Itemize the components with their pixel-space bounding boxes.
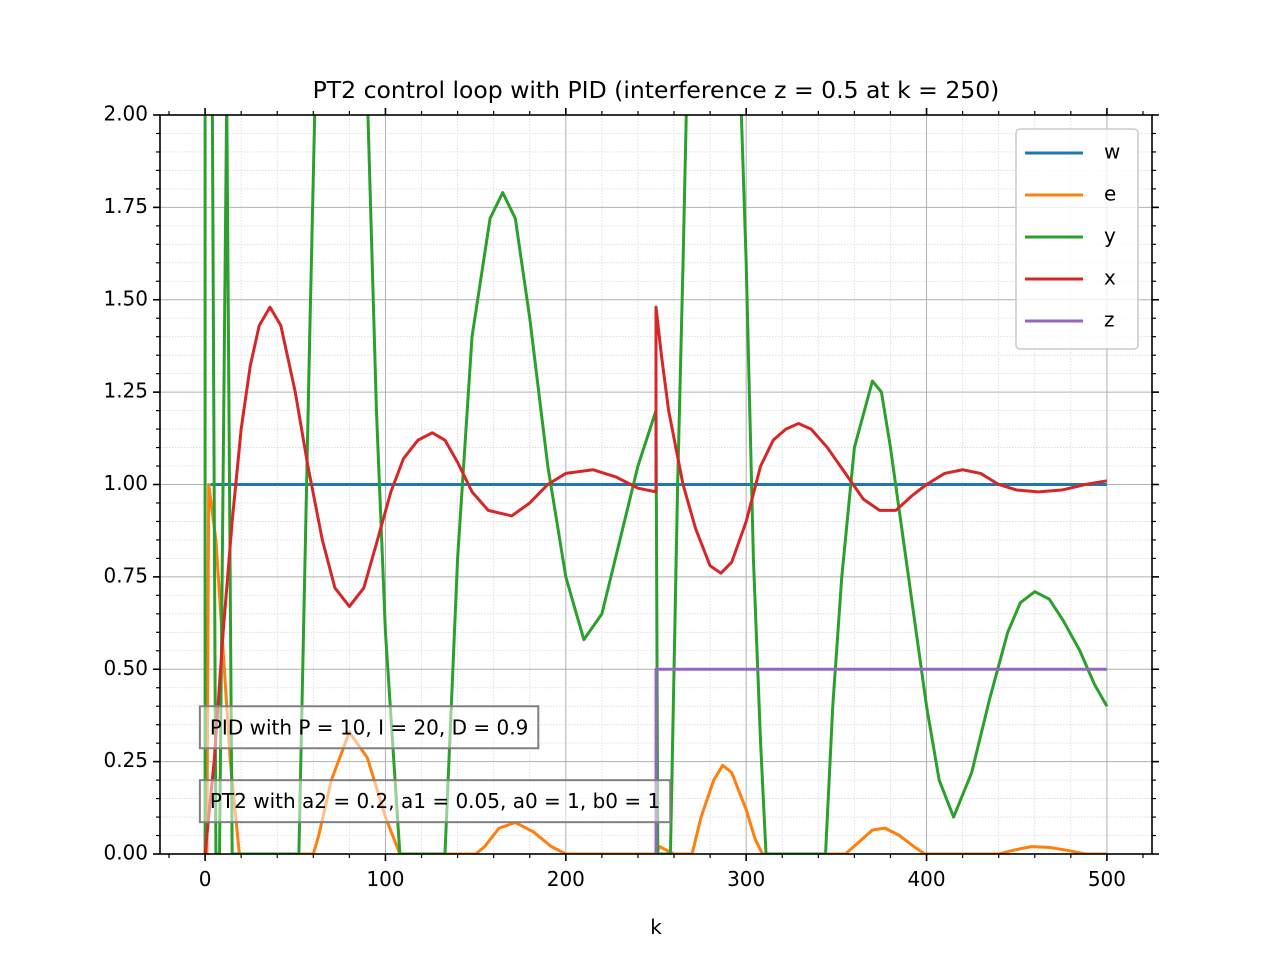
series-line-x [203, 305, 1108, 854]
chart-title: PT2 control loop with PID (interference … [313, 76, 1000, 104]
legend-box [1015, 128, 1139, 350]
legend-item-x: x [1025, 266, 1116, 290]
annotation-text: PID with P = 10, I = 20, D = 0.9 [210, 715, 528, 739]
y-tick-label: 1.75 [103, 194, 148, 218]
x-tick-label: 500 [1088, 867, 1126, 891]
legend-label: w [1104, 140, 1120, 164]
legend-label: e [1104, 182, 1116, 206]
legend-item-w: w [1025, 140, 1120, 164]
x-tick-label: 300 [727, 867, 765, 891]
legend-label: y [1104, 224, 1116, 248]
legend-label: z [1104, 308, 1115, 332]
x-axis-label: k [650, 915, 662, 939]
x-tick-label: 0 [199, 867, 212, 891]
y-tick-label: 1.25 [103, 379, 148, 403]
x-tick-label: 100 [366, 867, 404, 891]
annotation-text: PT2 with a2 = 0.2, a1 = 0.05, a0 = 1, b0… [210, 789, 660, 813]
x-tick-label: 400 [907, 867, 945, 891]
y-tick-label: 0.75 [103, 563, 148, 587]
axis-ticks: 0 100 200 300 400 500 0.00 0.25 0.50 0.75 1.00 1.25… [103, 102, 1159, 891]
y-tick-label: 0.50 [103, 656, 148, 680]
y-tick-label: 1.00 [103, 471, 148, 495]
annotation-box [198, 779, 672, 824]
y-tick-label: 0.00 [103, 841, 148, 865]
y-tick-label: 2.00 [103, 102, 148, 126]
legend-item-y: y [1025, 224, 1116, 248]
series-line-y [203, 115, 1109, 854]
y-tick-label: 1.50 [103, 286, 148, 310]
legend-item-e: e [1025, 182, 1116, 206]
x-tick-label: 200 [547, 867, 585, 891]
plot-area: PID with P = 10, I = 20, D = 0.9 PT2 with… [103, 102, 1159, 891]
legend-item-z: z [1025, 308, 1115, 332]
y-tick-label: 0.25 [103, 748, 148, 772]
legend-label: x [1104, 266, 1116, 290]
annotation-box [198, 705, 540, 750]
